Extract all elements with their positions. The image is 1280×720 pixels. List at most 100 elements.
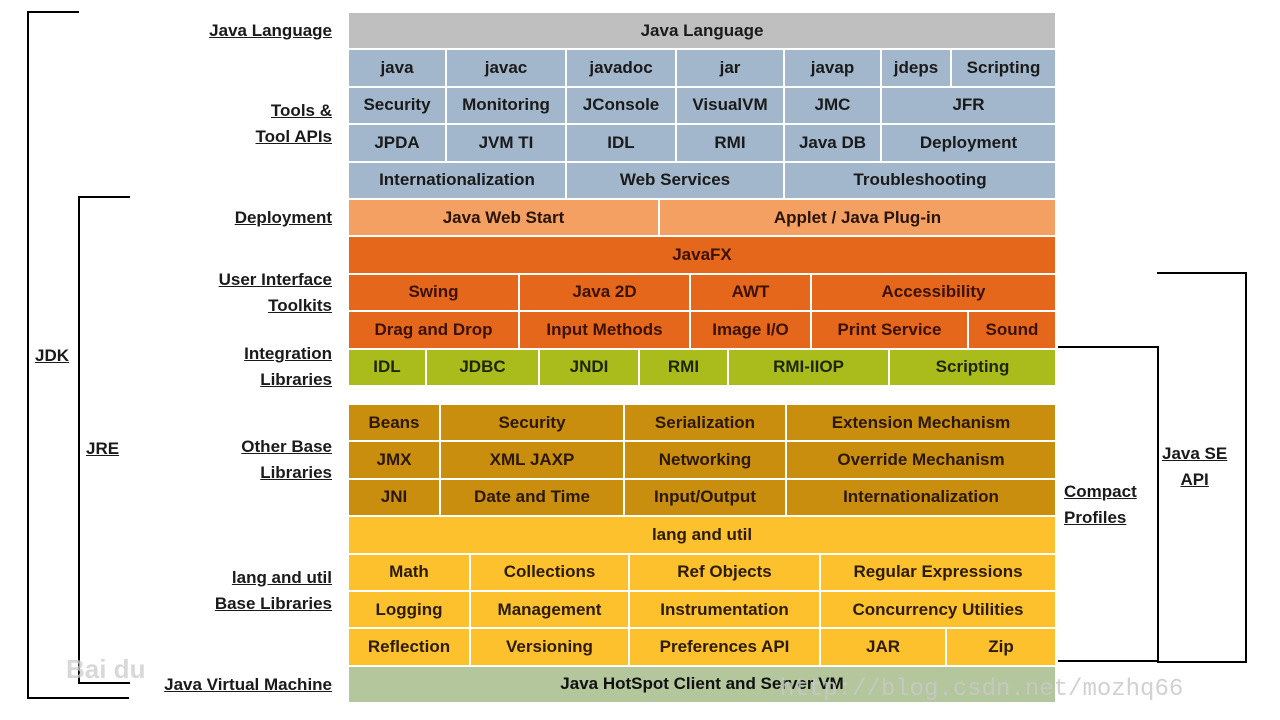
compact-profiles-line2: Profiles [1064,508,1127,527]
layer-label-line: lang and util [231,568,332,587]
layer-label-line: Tool APIs [255,127,333,147]
cell-java-language: Java Language [348,12,1056,50]
cell-versioning: Versioning [470,628,629,666]
jre-bracket-spine [78,196,80,684]
layer-label-line: Deployment [234,207,332,227]
layer-label-line: Libraries [260,463,332,483]
cell-java-2d: Java 2D [519,273,690,312]
java-se-api-line1: Java SE [1162,444,1228,463]
java-se-api-line2: API [1180,470,1209,489]
jdk-label: JDK [35,346,70,365]
cell-reflection: Reflection [348,628,470,666]
javase-bracket-bottom [1157,661,1247,663]
cell-jdbc: JDBC [426,348,539,386]
compact-bracket-bottom [1058,660,1158,662]
cell-management: Management [470,591,629,629]
cell-jmx: JMX [348,441,440,479]
cell-awt: AWT [690,273,811,312]
cell-javap: javap [784,49,881,87]
cell-rmi: RMI [639,348,728,386]
cell-java-hotspot-client-and-server-vm: Java HotSpot Client and Server VM [348,665,1056,704]
cell-deployment: Deployment [881,124,1056,162]
cell-date-and-time: Date and Time [440,478,624,517]
layer-label-line: Java Language [209,20,332,40]
cell-scripting: Scripting [889,348,1056,386]
layer-label: User Interface Toolkits [219,267,332,319]
cell-regular-expressions: Regular Expressions [820,553,1056,591]
cell-xml-jaxp: XML JAXP [440,441,624,479]
javase-bracket-top [1157,272,1247,274]
cell-jconsole: JConsole [566,86,676,125]
compact-bracket-spine [1157,346,1159,662]
cell-javafx: JavaFX [348,236,1056,274]
jre-label: JRE [86,439,120,458]
layer-label-line: Toolkits [268,295,332,315]
cell-applet-java-plug-in: Applet / Java Plug-in [659,199,1056,237]
cell-java-db: Java DB [784,124,881,162]
cell-concurrency-utilities: Concurrency Utilities [820,591,1056,629]
layer-label: Deployment [235,205,332,231]
jre-bracket-bottom [78,682,130,684]
cell-ref-objects: Ref Objects [629,553,820,591]
layer-label-line: Java Virtual Machine [164,674,332,694]
cell-collections: Collections [470,553,629,591]
layer-label-line: User Interface [218,269,332,289]
cell-jfr: JFR [881,86,1056,125]
cell-rmi: RMI [676,124,784,162]
cell-jvm-ti: JVM TI [446,124,566,162]
cell-monitoring: Monitoring [446,86,566,125]
layer-label-line: Integration [244,344,332,364]
cell-idl: IDL [566,124,676,162]
cell-swing: Swing [348,273,519,312]
cell-idl: IDL [348,348,426,386]
cell-jar: jar [676,49,784,87]
jdk-bracket-bottom [27,697,129,699]
jdk-bracket-spine [27,11,29,699]
cell-jndi: JNDI [539,348,639,386]
cell-javadoc: javadoc [566,49,676,87]
cell-input-methods: Input Methods [519,311,690,349]
layer-label-line: Base Libraries [214,594,332,613]
cell-java: java [348,49,446,87]
jdk-bracket-top [27,11,79,13]
cell-extension-mechanism: Extension Mechanism [786,404,1056,442]
cell-input-output: Input/Output [624,478,786,517]
layer-label: Integration Libraries [244,341,332,393]
cell-jdeps: jdeps [881,49,951,87]
layer-label: Java Language [209,18,332,44]
csdn-url-watermark: http://blog.csdn.net/mozhq66 [780,676,1184,703]
cell-security: Security [440,404,624,442]
layer-label-line: Tools & [270,101,332,121]
cell-print-service: Print Service [811,311,968,349]
cell-networking: Networking [624,441,786,479]
cell-lang-and-util: lang and util [348,516,1056,554]
compact-profiles-label: Compact Profiles [1064,479,1137,531]
cell-visualvm: VisualVM [676,86,784,125]
cell-instrumentation: Instrumentation [629,591,820,629]
layer-label: lang and util Base Libraries [215,565,332,617]
cell-jni: JNI [348,478,440,517]
cell-beans: Beans [348,404,440,442]
layer-label: Other Base Libraries [241,434,332,486]
cell-jar: JAR [820,628,946,666]
cell-sound: Sound [968,311,1056,349]
cell-security: Security [348,86,446,125]
layer-label: Tools & Tool APIs [256,98,333,150]
cell-serialization: Serialization [624,404,786,442]
layer-label-line: Other Base [241,437,332,457]
cell-logging: Logging [348,591,470,629]
cell-java-web-start: Java Web Start [348,199,659,237]
cell-drag-and-drop: Drag and Drop [348,311,519,349]
javase-bracket-spine [1245,272,1247,663]
cell-override-mechanism: Override Mechanism [786,441,1056,479]
jre-bracket-top [78,196,130,198]
cell-scripting: Scripting [951,49,1056,87]
cell-zip: Zip [946,628,1056,666]
compact-bracket-top [1058,346,1158,348]
cell-jpda: JPDA [348,124,446,162]
cell-accessibility: Accessibility [811,273,1056,312]
layer-label-line: Libraries [260,370,332,390]
cell-preferences-api: Preferences API [629,628,820,666]
cell-rmi-iiop: RMI-IIOP [728,348,889,386]
